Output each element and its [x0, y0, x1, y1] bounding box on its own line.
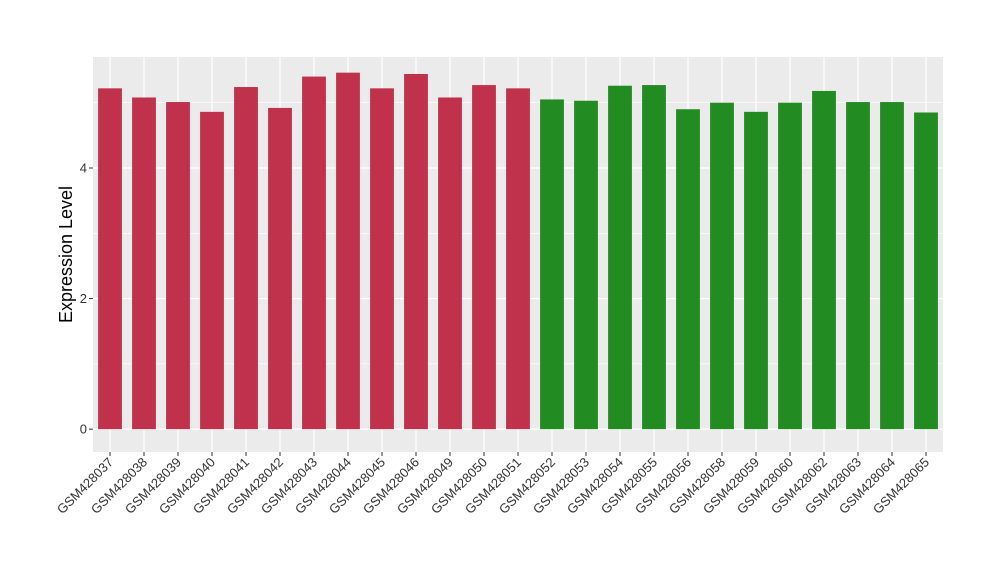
bar [540, 99, 564, 430]
bar [438, 97, 462, 430]
y-axis: 0 2 4 [80, 160, 93, 437]
bar [642, 85, 666, 430]
bar [166, 102, 190, 430]
bars [98, 72, 938, 430]
bar [914, 112, 938, 430]
bar [574, 100, 598, 430]
bar [778, 102, 802, 430]
bar [302, 76, 326, 430]
bar [98, 88, 122, 430]
bar [710, 102, 734, 430]
bar [132, 97, 156, 430]
bar [608, 85, 632, 430]
bar [880, 102, 904, 430]
y-axis-title: Expression Level [56, 186, 76, 323]
bar [812, 90, 836, 430]
y-tick-label: 2 [80, 291, 87, 306]
bar [370, 88, 394, 430]
bar [846, 102, 870, 430]
bar [268, 107, 292, 430]
bar [336, 72, 360, 430]
bar [200, 111, 224, 430]
bar [676, 109, 700, 430]
y-tick-label: 4 [80, 160, 87, 175]
y-tick-label: 0 [80, 422, 87, 437]
bar [744, 111, 768, 430]
bar [404, 73, 428, 430]
bar [506, 88, 530, 430]
bar [234, 87, 258, 430]
x-axis: GSM428037GSM428038GSM428039GSM428040GSM4… [54, 452, 932, 517]
bar [472, 85, 496, 430]
